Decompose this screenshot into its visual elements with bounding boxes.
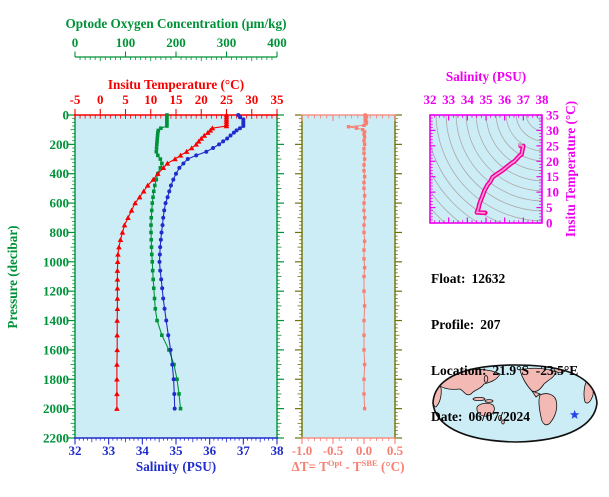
svg-text:0.5: 0.5 — [387, 443, 404, 458]
svg-text:20: 20 — [546, 154, 559, 169]
svg-text:200: 200 — [166, 35, 186, 50]
info-label: Location: — [431, 363, 487, 379]
svg-text:0: 0 — [97, 92, 104, 107]
svg-text:200: 200 — [50, 137, 70, 152]
svg-text:36: 36 — [203, 443, 217, 458]
svg-text:36: 36 — [498, 92, 512, 107]
info-label: Profile: — [431, 317, 475, 333]
svg-text:33: 33 — [442, 92, 456, 107]
delta-t-title-sup-opt: Opt — [328, 458, 342, 468]
svg-text:0: 0 — [63, 108, 70, 123]
info-label: Float: — [431, 270, 466, 286]
svg-text:2000: 2000 — [43, 401, 69, 416]
svg-text:-5: -5 — [70, 92, 81, 107]
svg-text:30: 30 — [245, 92, 258, 107]
svg-text:30: 30 — [546, 123, 559, 138]
svg-text:1800: 1800 — [43, 372, 69, 387]
svg-text:35: 35 — [271, 92, 285, 107]
salinity-series — [157, 113, 246, 411]
svg-text:800: 800 — [50, 225, 70, 240]
svg-text:1200: 1200 — [43, 284, 69, 299]
info-value: 12632 — [471, 270, 506, 286]
svg-text:10: 10 — [144, 92, 157, 107]
svg-text:10: 10 — [546, 185, 559, 200]
svg-text:37: 37 — [517, 92, 531, 107]
svg-text:25: 25 — [546, 138, 560, 153]
svg-text:400: 400 — [50, 166, 70, 181]
svg-text:1000: 1000 — [43, 254, 69, 269]
svg-text:35: 35 — [170, 443, 184, 458]
svg-text:15: 15 — [546, 169, 560, 184]
svg-text:300: 300 — [217, 35, 237, 50]
svg-text:38: 38 — [271, 443, 285, 458]
info-value: 207 — [480, 317, 501, 333]
svg-text:25: 25 — [220, 92, 234, 107]
temperature-axis-title: Insitu Temperature (°C) — [108, 77, 244, 92]
svg-text:37: 37 — [237, 443, 251, 458]
delta-t-title-part: (°C) — [378, 459, 405, 474]
ts-salinity-axis-title: Salinity (PSU) — [446, 69, 526, 84]
info-value: 06/07/2024 — [468, 409, 530, 425]
delta-t-title-part: - T — [342, 459, 362, 474]
info-value: 21.9°S -23.5°E — [492, 363, 579, 379]
float-info: Float: 12632 Profile: 207 Location: 21.9°S … — [431, 240, 578, 456]
svg-text:0: 0 — [72, 35, 79, 50]
svg-text:0.0: 0.0 — [356, 443, 372, 458]
svg-text:2200: 2200 — [43, 431, 69, 446]
svg-text:1600: 1600 — [43, 342, 69, 357]
chart-graphics: 0200400600800100012001400160018002000220… — [43, 35, 598, 458]
svg-text:32: 32 — [69, 443, 82, 458]
info-line-float: Float: 12632 — [431, 271, 578, 286]
svg-text:5: 5 — [546, 200, 553, 215]
delta-t-title-part: ΔT= T — [291, 459, 328, 474]
svg-text:100: 100 — [116, 35, 136, 50]
temperature-series — [114, 112, 230, 411]
svg-text:32: 32 — [424, 92, 437, 107]
oxygen-axis-title: Optode Oxygen Concentration (μm/kg) — [65, 16, 286, 31]
info-line-profile: Profile: 207 — [431, 317, 578, 332]
delta-t-axis-title: ΔT= TOpt - TSBE (°C) — [291, 458, 404, 474]
svg-text:34: 34 — [461, 92, 475, 107]
svg-text:20: 20 — [195, 92, 208, 107]
svg-text:33: 33 — [102, 443, 116, 458]
svg-text:15: 15 — [170, 92, 184, 107]
info-line-date: Date: 06/07/2024 — [431, 409, 578, 424]
svg-text:400: 400 — [267, 35, 287, 50]
delta-t-title-sup-sbe: SBE — [362, 458, 378, 468]
info-line-location: Location: 21.9°S -23.5°E — [431, 363, 578, 378]
svg-text:5: 5 — [122, 92, 129, 107]
svg-text:35: 35 — [546, 108, 560, 123]
svg-text:1400: 1400 — [43, 313, 69, 328]
svg-text:0: 0 — [546, 216, 553, 231]
svg-text:-0.5: -0.5 — [323, 443, 344, 458]
svg-text:35: 35 — [480, 92, 494, 107]
salinity-axis-title: Salinity (PSU) — [136, 459, 216, 474]
svg-text:34: 34 — [136, 443, 150, 458]
pressure-axis-title: Pressure (decibar) — [5, 225, 20, 328]
delta-t-plot: -1.0 -0.5 0.0 0.5 — [292, 113, 404, 458]
svg-text:600: 600 — [50, 196, 70, 211]
svg-text:-1.0: -1.0 — [292, 443, 313, 458]
main-profile-plot: 0200400600800100012001400160018002000220… — [43, 35, 287, 458]
ts-temperature-axis-title: Insitu Temperature (°C) — [563, 101, 578, 237]
info-label: Date: — [431, 409, 463, 425]
svg-text:38: 38 — [536, 92, 550, 107]
